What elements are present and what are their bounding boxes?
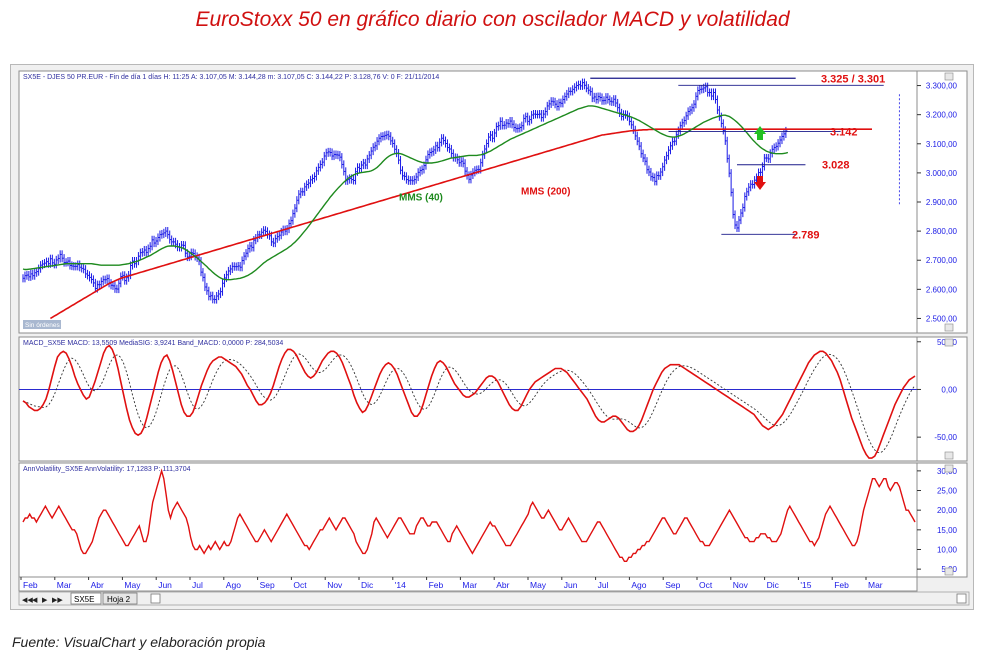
x-tick-label: Nov (327, 580, 343, 590)
y-tick-label: 3.000,00 (926, 169, 958, 178)
volatility-line (22, 468, 916, 562)
scrollbar-left-button[interactable] (150, 593, 161, 604)
annotation-2789: 2.789 (792, 229, 820, 241)
x-tick-label: Ago (226, 580, 241, 590)
x-tick-label: Jul (192, 580, 203, 590)
axis-scroll-down[interactable] (944, 323, 954, 332)
y-tick-label: 3.100,00 (926, 140, 958, 149)
y-tick-label: 25,00 (937, 487, 958, 496)
annotation-3028: 3.028 (822, 160, 850, 172)
y-axis-volatility (916, 462, 968, 578)
x-tick-label: '14 (395, 580, 406, 590)
panel-header-volatility: AnnVolatility_SX5E AnnVolatility: 17,128… (23, 466, 191, 473)
chart-svg: SX5E - DJES 50 PR.EUR - Fin de día 1 día… (18, 70, 970, 606)
axis-scroll-up[interactable] (944, 72, 954, 81)
tab-sheet-label: Hoja 2 (107, 595, 131, 604)
axis-scroll-down[interactable] (944, 567, 954, 576)
y-tick-label: 20,00 (937, 506, 958, 515)
axis-scroll-down[interactable] (944, 451, 954, 460)
page-title: EuroStoxx 50 en gráfico diario con oscil… (195, 8, 790, 31)
x-tick-label: Oct (699, 580, 713, 590)
down-arrow-icon (754, 176, 766, 190)
source-note: Fuente: VisualChart y elaboración propia (12, 634, 266, 650)
scrollbar-right-button[interactable] (956, 593, 967, 604)
x-tick-label: Dic (361, 580, 374, 590)
sheet-nav-icon: ▶ (42, 597, 48, 604)
x-tick-label: Feb (834, 580, 849, 590)
y-tick-label: 2.800,00 (926, 227, 958, 236)
y-tick-label: 0,00 (941, 385, 957, 394)
tab-sheet-label: SX5E (74, 595, 94, 604)
chart-window: SX5E - DJES 50 PR.EUR - Fin de día 1 día… (10, 64, 974, 610)
panel-header-price: SX5E - DJES 50 PR.EUR - Fin de día 1 día… (23, 74, 439, 81)
x-tick-label: Mar (868, 580, 883, 590)
axis-scroll-up[interactable] (944, 464, 954, 473)
panel-price (18, 70, 918, 334)
y-tick-label: 2.900,00 (926, 198, 958, 207)
x-tick-label: Ago (631, 580, 646, 590)
y-axis-macd (916, 336, 968, 462)
y-tick-label: 3.300,00 (926, 82, 958, 91)
axis-scroll-up[interactable] (944, 338, 954, 347)
mms200-line (49, 128, 872, 320)
x-tick-label: Mar (57, 580, 72, 590)
panel-header-macd: MACD_SX5E MACD: 13,5509 MediaSIG: 3,9241… (23, 340, 283, 347)
panel-volatility (18, 462, 918, 578)
y-tick-label: 2.600,00 (926, 285, 958, 294)
x-tick-label: '15 (800, 580, 811, 590)
label-mms40: MMS (40) (399, 193, 443, 204)
x-tick-label: Jun (158, 580, 172, 590)
y-tick-label: 2.500,00 (926, 314, 958, 323)
x-tick-label: Sep (665, 580, 680, 590)
x-tick-label: Jun (564, 580, 578, 590)
annotation-3325-3301: 3.325 / 3.301 (821, 73, 885, 85)
x-tick-label: Jul (598, 580, 609, 590)
x-tick-label: Abr (496, 580, 509, 590)
panel-macd (18, 336, 918, 462)
mms40-line (22, 105, 789, 281)
macd-line (22, 344, 916, 459)
y-tick-label: 15,00 (937, 526, 958, 535)
x-tick-label: May (124, 580, 141, 590)
sheet-nav-icon: ◀ (32, 597, 38, 604)
y-tick-label: 2.700,00 (926, 256, 958, 265)
y-tick-label: -50,00 (934, 433, 957, 442)
sheet-nav-icon: ◀◀ (22, 597, 33, 604)
annotation-3142: 3.142 (830, 127, 858, 139)
up-arrow-icon (754, 126, 766, 140)
x-tick-label: Feb (429, 580, 444, 590)
bottom-bar (18, 591, 970, 606)
y-tick-label: 10,00 (937, 545, 958, 554)
tab-sheet-active[interactable] (70, 592, 102, 605)
x-tick-label: Abr (91, 580, 104, 590)
x-tick-label: Oct (293, 580, 307, 590)
y-tick-label: 3.200,00 (926, 111, 958, 120)
x-tick-label: Feb (23, 580, 38, 590)
x-tick-label: Sep (260, 580, 275, 590)
label-mms200: MMS (200) (521, 187, 570, 198)
status-badge (23, 320, 61, 329)
x-tick-label: May (530, 580, 547, 590)
y-axis-price (916, 70, 968, 334)
x-tick-label: Mar (462, 580, 477, 590)
x-axis (18, 576, 918, 592)
x-tick-label: Nov (733, 580, 749, 590)
x-tick-label: Dic (767, 580, 780, 590)
tab-sheet-2[interactable] (102, 592, 138, 605)
status-badge-label: Sin órdenes (25, 322, 60, 329)
sheet-nav-icon: ▶▶ (52, 597, 63, 604)
